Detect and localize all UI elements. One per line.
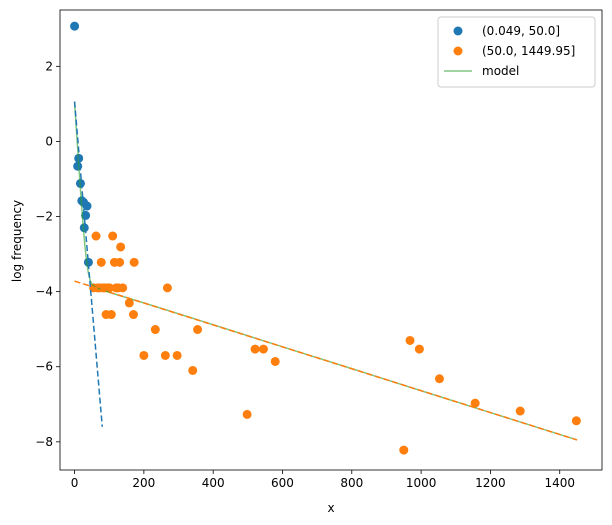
scatter-point-series2 [515,406,525,416]
y-tick-label: −6 [35,360,53,374]
scatter-point-series2 [129,257,139,267]
scatter-point-series2 [162,283,172,293]
x-tick-label: 400 [202,476,225,490]
x-tick-label: 600 [271,476,294,490]
scatter-point-series2 [150,325,160,335]
y-tick-label: −4 [35,285,53,299]
axes-frame [59,9,603,471]
y-tick-label: −2 [35,210,53,224]
y-tick-label: −8 [35,435,53,449]
x-tick-label: 1400 [544,476,575,490]
legend-marker-1 [453,26,463,36]
scatter-point-series2 [399,445,409,455]
scatter-point-series2 [188,365,198,375]
scatter-point-series2 [571,416,581,426]
scatter-point-series2 [124,298,134,308]
component-2-fit-line [74,280,578,441]
scatter-point-series2 [105,283,115,293]
scatter-point-series2 [434,374,444,384]
y-tick-label: 0 [45,134,53,148]
scatter-point-series2 [414,344,424,354]
y-axis-label: log frequency [10,200,24,282]
x-tick-label: 1000 [406,476,437,490]
plot-area [70,21,581,455]
scatter-point-series2 [172,350,182,360]
legend-box [437,16,596,88]
scatter-point-series2 [470,398,480,408]
x-tick-label: 800 [340,476,363,490]
scatter-point-series2 [91,231,101,241]
scatter-point-series2 [115,257,125,267]
scatter-point-series2 [116,242,126,252]
axes: 0 200 400 600 800 1000 1200 1400 −8 −6 −4 −2 0 2 [35,9,603,490]
x-tick-label: 200 [132,476,155,490]
scatter-point-series2 [118,283,128,293]
legend: (0.049, 50.0] (50.0, 1449.95] model [437,16,596,88]
legend-label-3: model [482,64,519,78]
legend-marker-2 [453,46,463,56]
scatter-point-series2 [250,344,260,354]
legend-label-1: (0.049, 50.0] [482,24,560,38]
legend-label-2: (50.0, 1449.95] [482,44,575,58]
scatter-point-series2 [242,409,252,419]
scatter-point-series2 [160,350,170,360]
scatter-point-series2 [193,325,203,335]
scatter-point-series1 [79,223,89,233]
x-tick-label: 1200 [475,476,506,490]
x-axis-label: x [327,501,334,515]
x-tick-label: 0 [71,476,79,490]
scatter-point-series1 [70,21,80,31]
scatter-point-series2 [128,310,138,320]
scatter-point-series2 [258,344,268,354]
plot-inner [70,21,581,455]
scatter-point-series2 [96,257,106,267]
scatter-point-series1 [82,201,92,211]
component-1-fit-line [73,101,104,427]
y-tick-label: 2 [45,59,53,73]
scatter-point-series2 [405,335,415,345]
scatter-point-series2 [270,356,280,366]
scatter-point-series2 [106,310,116,320]
scatter-point-series2 [139,350,149,360]
scatter-point-series2 [108,231,118,241]
